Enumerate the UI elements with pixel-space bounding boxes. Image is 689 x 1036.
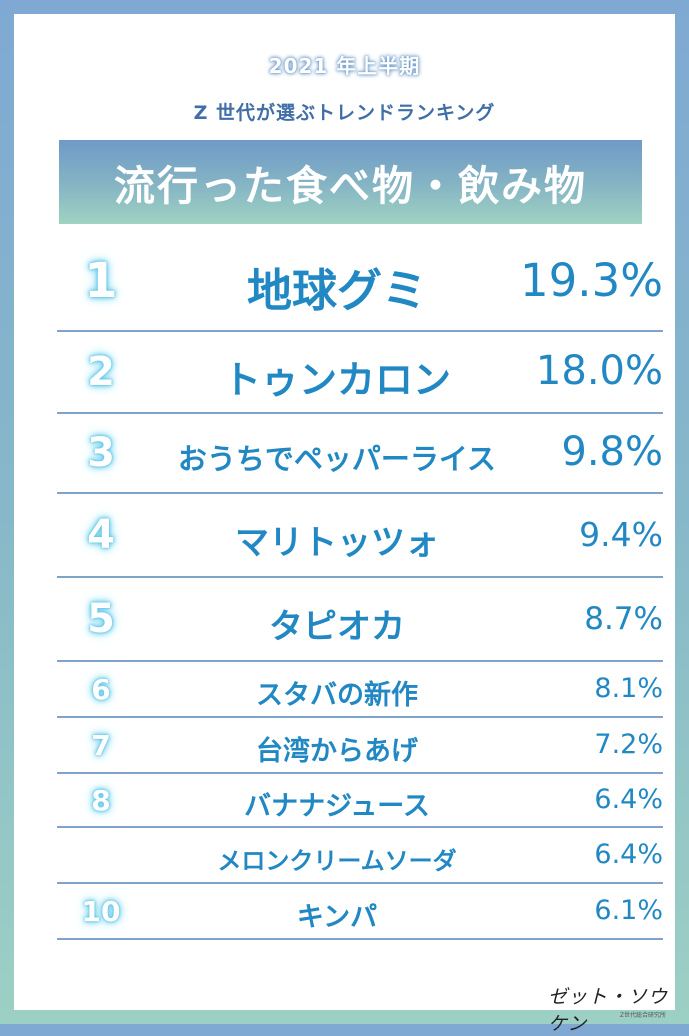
- item-name: メロンクリームソーダ: [217, 847, 457, 875]
- item-name: バナナジュース: [244, 791, 430, 823]
- table-row: 6 スタバの新作 8.1%: [57, 662, 663, 718]
- rank-number: 5: [87, 596, 115, 642]
- percent-value: 9.4%: [579, 515, 663, 555]
- percent-value: 8.7%: [584, 600, 663, 637]
- percent-value: 6.1%: [594, 895, 663, 927]
- item-name: トゥンカロン: [222, 358, 451, 403]
- row-divider: [57, 938, 663, 940]
- rank-number: 4: [87, 512, 115, 558]
- logo-subtext: Z世代総合研究所: [619, 1012, 666, 1019]
- percent-value: 8.1%: [594, 673, 663, 705]
- table-row: メロンクリームソーダ 6.4%: [57, 828, 663, 884]
- subtitle-heading: Z 世代が選ぶトレンドランキング: [193, 102, 496, 124]
- rank-number: 8: [91, 784, 111, 818]
- table-row: 4 マリトッツォ 9.4%: [57, 494, 663, 578]
- rank-number: 7: [91, 729, 111, 763]
- table-row: 5 タピオカ 8.7%: [57, 578, 663, 662]
- period-heading: 2021 年上半期: [268, 54, 421, 78]
- row-divider: [57, 826, 663, 828]
- item-name: 台湾からあげ: [256, 736, 418, 768]
- item-name: タピオカ: [269, 606, 405, 647]
- item-name: 地球グミ: [246, 263, 427, 317]
- item-name: キンパ: [296, 902, 378, 934]
- rank-number: 6: [91, 673, 111, 707]
- row-divider: [57, 412, 663, 414]
- row-divider: [57, 882, 663, 884]
- percent-value: 6.4%: [594, 839, 663, 871]
- title-banner: 流行った食べ物・飲み物: [59, 140, 642, 224]
- item-name: マリトッツォ: [235, 522, 439, 563]
- ranking-card: 2021 年上半期 Z 世代が選ぶトレンドランキング 流行った食べ物・飲み物 1…: [14, 14, 675, 1035]
- item-name: おうちでペッパーライス: [177, 441, 497, 476]
- rank-number: 3: [87, 430, 115, 476]
- percent-value: 6.4%: [594, 784, 663, 816]
- banner-title: 流行った食べ物・飲み物: [114, 162, 587, 210]
- percent-value: 18.0%: [535, 348, 663, 394]
- rank-number: 1: [84, 253, 118, 310]
- row-divider: [57, 716, 663, 718]
- logo-text: ゼット・ソウケン: [548, 986, 669, 1035]
- table-row: 1 地球グミ 19.3%: [57, 232, 663, 332]
- item-name: スタバの新作: [256, 680, 418, 712]
- row-divider: [57, 660, 663, 662]
- table-row: 10 キンパ 6.1%: [57, 884, 663, 940]
- row-divider: [57, 492, 663, 494]
- table-row: 2 トゥンカロン 18.0%: [57, 332, 663, 414]
- rank-number: 10: [81, 895, 121, 929]
- percent-value: 19.3%: [520, 253, 663, 307]
- rank-number: 2: [87, 349, 115, 395]
- table-row: 3 おうちでペッパーライス 9.8%: [57, 414, 663, 494]
- percent-value: 7.2%: [594, 729, 663, 761]
- table-row: 8 バナナジュース 6.4%: [57, 774, 663, 828]
- brand-logo: ゼット・ソウケン Z世代総合研究所: [548, 982, 668, 1035]
- table-row: 7 台湾からあげ 7.2%: [57, 718, 663, 774]
- row-divider: [57, 772, 663, 774]
- row-divider: [57, 576, 663, 578]
- percent-value: 9.8%: [561, 429, 663, 475]
- row-divider: [57, 330, 663, 332]
